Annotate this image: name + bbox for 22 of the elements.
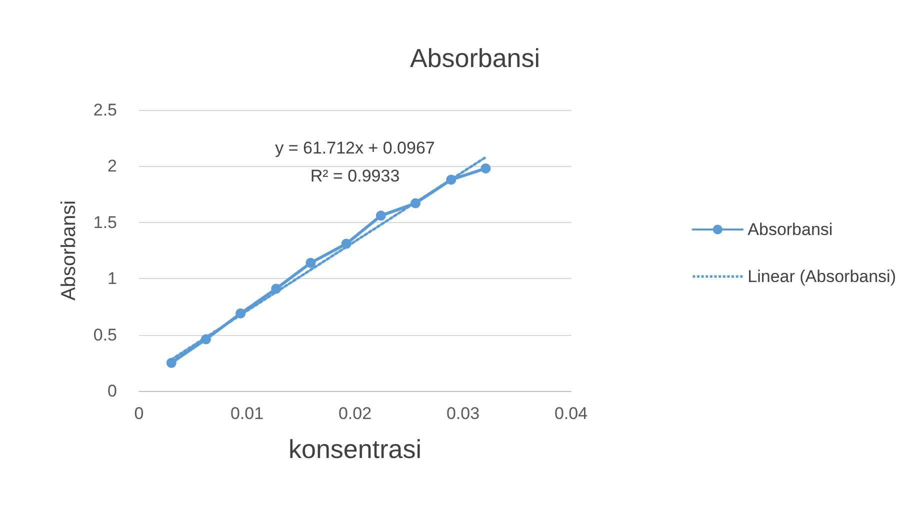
legend-label: Absorbansi bbox=[748, 220, 833, 239]
x-tick-label: 0 bbox=[134, 404, 144, 423]
y-axis-title: Absorbansi bbox=[58, 200, 80, 301]
y-tick-label: 1 bbox=[108, 269, 117, 288]
point bbox=[480, 163, 491, 174]
point bbox=[166, 358, 176, 368]
x-tick-label: 0.03 bbox=[446, 404, 480, 423]
chart-title: Absorbansi bbox=[410, 43, 540, 73]
annotation: y = 61.712x + 0.0967 bbox=[275, 138, 435, 158]
y-tick-label: 1.5 bbox=[93, 212, 117, 232]
x-tick-label: 0.04 bbox=[554, 404, 588, 423]
y-tick-label: 2 bbox=[108, 156, 117, 176]
y-tick-label: 2.5 bbox=[93, 100, 117, 120]
annotation: R² = 0.9933 bbox=[310, 166, 400, 186]
y-tick-label: 0 bbox=[108, 382, 117, 400]
y-tick-label: 0.5 bbox=[93, 325, 117, 344]
legend-label: Linear (Absorbansi) bbox=[748, 267, 896, 286]
point bbox=[306, 258, 316, 268]
x-axis-title: konsentrasi bbox=[288, 434, 422, 464]
x-tick-label: 0.02 bbox=[338, 404, 372, 423]
x-tick-label: 0.01 bbox=[230, 404, 264, 423]
point bbox=[376, 210, 386, 221]
